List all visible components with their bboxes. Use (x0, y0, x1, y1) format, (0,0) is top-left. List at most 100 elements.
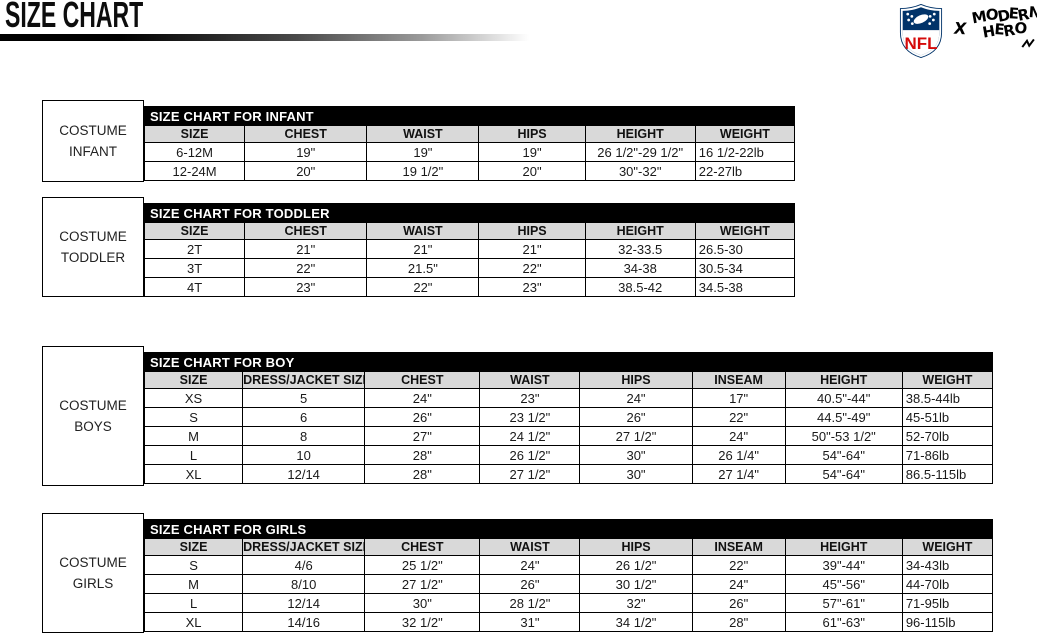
table-cell: 24 1/2" (479, 426, 581, 446)
table-cell: 26 1/2" (579, 555, 693, 575)
table-cell: 39"-44" (784, 555, 903, 575)
table-cell: 27 1/2" (479, 464, 581, 484)
nfl-logo: NFL (899, 4, 943, 58)
table-cell: 22-27lb (694, 161, 796, 181)
table-cell: 57"-61" (784, 593, 903, 613)
table-cell: 34.5-38 (694, 277, 796, 297)
table-row: S 4/6 25 1/2" 24" 26 1/2" 22" 39"-44" 34-43lb (143, 555, 994, 575)
table-title-bar: SIZE CHART FOR BOY (144, 352, 993, 372)
column-header: SIZE (143, 371, 244, 389)
table-title-bar: SIZE CHART FOR TODDLER (144, 203, 795, 223)
column-header: WEIGHT (901, 371, 994, 389)
table-cell: 32-33.5 (584, 239, 696, 259)
table-cell: 25 1/2" (364, 555, 481, 575)
table-cell: 44.5"-49" (784, 407, 903, 427)
table-cell: 71-86lb (901, 445, 994, 465)
table-cell: 26" (579, 407, 693, 427)
table-cell: 12/14 (242, 593, 366, 613)
table-cell: 21" (366, 239, 480, 259)
table-cell: 8 (242, 426, 366, 446)
table-cell: 27 1/2" (364, 574, 481, 594)
side-label-line2: BOYS (74, 419, 112, 434)
table-cell: 24" (364, 388, 481, 408)
column-header: WEIGHT (901, 538, 994, 556)
table-cell: 22" (691, 555, 786, 575)
table-cell: 30" (364, 593, 481, 613)
table-cell: 20" (478, 161, 586, 181)
side-label-line2: TODDLER (60, 250, 126, 265)
table-cell: 19" (478, 142, 586, 162)
column-header: CHEST (244, 222, 368, 240)
table-cell: XL (143, 612, 244, 632)
table-cell: 32 1/2" (364, 612, 481, 632)
table-cell: 22" (244, 258, 368, 278)
side-label-line2: GIRLS (72, 576, 114, 591)
table-cell: 24" (579, 388, 693, 408)
table-row: 3T 22" 21.5" 22" 34-38 30.5-34 (143, 258, 796, 278)
table-cell: 23 1/2" (479, 407, 581, 427)
size-chart-section-toddler: COSTUME TODDLER SIZE CHART FOR TODDLER SI… (42, 197, 797, 297)
table-cell: 23" (478, 277, 586, 297)
toddler-size-table: SIZE CHART FOR TODDLER SIZE CHEST WAIST HIPS… (143, 203, 796, 297)
column-header: CHEST (364, 538, 481, 556)
table-cell: 4T (143, 277, 246, 297)
modern-hero-line2: HERO (981, 18, 1027, 42)
table-row: S 6 26" 23 1/2" 26" 22" 44.5"-49" 45-51lb (143, 407, 994, 427)
table-row: M 8 27" 24 1/2" 27 1/2" 24" 50"-53 1/2" 52-70lb (143, 426, 994, 446)
table-cell: 17" (691, 388, 786, 408)
table-cell: 38.5-42 (584, 277, 696, 297)
table-cell: 45"-56" (784, 574, 903, 594)
side-label-box-infant: COSTUME INFANT (42, 100, 144, 182)
page-title: SIZE CHART (5, 0, 144, 35)
size-chart-section-boys: COSTUME BOYS SIZE CHART FOR BOY SIZE DRESS… (42, 346, 995, 486)
table-cell: 34-43lb (901, 555, 994, 575)
table-title-bar: SIZE CHART FOR GIRLS (144, 519, 993, 539)
table-cell: 19 1/2" (366, 161, 480, 181)
table-cell: 54"-64" (784, 445, 903, 465)
table-cell: 52-70lb (901, 426, 994, 446)
table-cell: XS (143, 388, 244, 408)
modern-hero-logo: MODERN HERO (970, 3, 1037, 48)
table-cell: 24" (691, 574, 786, 594)
column-header: HIPS (478, 125, 586, 143)
column-header: HIPS (579, 371, 693, 389)
table-cell: 6-12M (143, 142, 246, 162)
table-cell: 3T (143, 258, 246, 278)
table-cell: M (143, 574, 244, 594)
table-cell: 54"-64" (784, 464, 903, 484)
table-cell: 21" (478, 239, 586, 259)
table-cell: 20" (244, 161, 368, 181)
table-cell: 30 1/2" (579, 574, 693, 594)
table-row: M 8/10 27 1/2" 26" 30 1/2" 24" 45"-56" 44-70lb (143, 574, 994, 594)
title-underline-bar (0, 34, 540, 41)
column-header: WAIST (479, 371, 581, 389)
table-cell: 71-95lb (901, 593, 994, 613)
table-cell: 4/6 (242, 555, 366, 575)
column-header: WAIST (479, 538, 581, 556)
column-header: INSEAM (691, 538, 786, 556)
table-title-bar: SIZE CHART FOR INFANT (144, 106, 795, 126)
stars-icon (906, 12, 936, 26)
table-cell: 21.5" (366, 258, 480, 278)
side-label-line1: COSTUME (59, 398, 127, 413)
size-chart-section-infant: COSTUME INFANT SIZE CHART FOR INFANT SIZE… (42, 100, 797, 182)
table-cell: 24" (479, 555, 581, 575)
table-cell: 26 1/4" (691, 445, 786, 465)
column-header: HEIGHT (584, 125, 696, 143)
table-row: XL 14/16 32 1/2" 31" 34 1/2" 28" 61"-63" 96-115… (143, 612, 994, 632)
table-cell: M (143, 426, 244, 446)
table-cell: 28" (364, 445, 481, 465)
table-cell: 30"-32" (584, 161, 696, 181)
table-cell: 14/16 (242, 612, 366, 632)
table-cell: XL (143, 464, 244, 484)
table-cell: 22" (478, 258, 586, 278)
table-cell: 34-38 (584, 258, 696, 278)
table-cell: 26" (691, 593, 786, 613)
table-cell: 28" (364, 464, 481, 484)
column-header: DRESS/JACKET SIZE (242, 371, 366, 389)
column-header: HEIGHT (784, 538, 903, 556)
infant-size-table: SIZE CHART FOR INFANT SIZE CHEST WAIST HIPS H… (143, 106, 796, 181)
column-header: HEIGHT (784, 371, 903, 389)
table-cell: 19" (244, 142, 368, 162)
table-cell: 24" (691, 426, 786, 446)
